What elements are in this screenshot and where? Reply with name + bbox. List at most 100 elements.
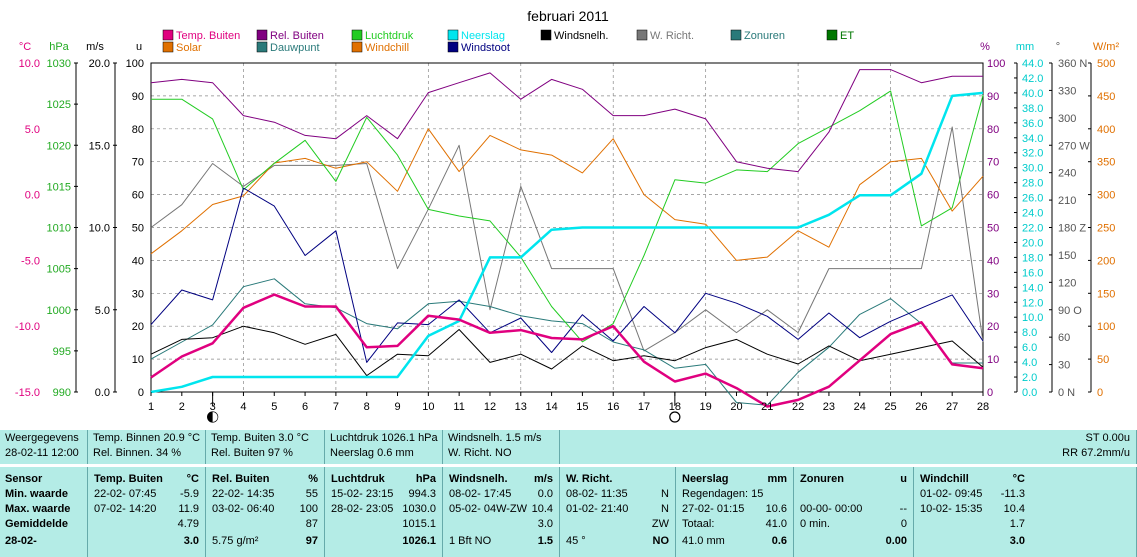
x-tick-label: 20 <box>730 401 742 413</box>
stats-cell-label: 28-02- 23:05 <box>331 503 394 515</box>
x-tick-label: 10 <box>422 401 434 413</box>
x-tick-label: 6 <box>302 401 308 413</box>
x-tick-label: 23 <box>823 401 835 413</box>
chart-title: februari 2011 <box>527 8 609 24</box>
left-tick-label: -5.0 <box>21 255 40 267</box>
left-tick-label: 1015 <box>47 181 71 193</box>
right-axis-unit: W/m² <box>1093 41 1120 53</box>
legend-label: Solar <box>176 42 202 54</box>
legend-swatch <box>636 29 648 41</box>
right-tick-label: 28.0 <box>1022 178 1043 190</box>
right-tick-label: 14.0 <box>1022 282 1043 294</box>
left-axis-unit: °C <box>19 41 31 53</box>
stats-cell-label: 08-02- 11:35 <box>566 488 628 500</box>
current-line-1: Temp. Buiten 3.0 °C <box>211 432 309 444</box>
stats-col-header: Temp. Buiten <box>94 473 163 485</box>
left-tick-label: 70 <box>132 157 144 169</box>
stats-col-header: Zonuren <box>800 473 844 485</box>
chart-axes: °C10.05.00.0-5.0-10.0-15.0hPa10301025102… <box>15 41 1120 399</box>
right-tick-label: 400 <box>1097 124 1115 136</box>
stats-col-w-richt: W. Richt. 08-02- 11:35 N 01-02- 21:40 N ZW 45 … <box>560 467 676 557</box>
x-tick-label: 13 <box>515 401 527 413</box>
stats-cell-label: 05-02- 04W-ZW <box>449 503 528 515</box>
stats-cell-label: 45 ° <box>566 535 586 547</box>
x-tick-label: 4 <box>240 401 246 413</box>
x-tick-label: 12 <box>484 401 496 413</box>
stats-col-unit: u <box>900 473 907 485</box>
right-tick-label: 80 <box>987 124 999 136</box>
stats-label: Min. waarde <box>5 488 68 500</box>
stats-cell-value: 100 <box>299 503 318 515</box>
stats-col-header: Rel. Buiten <box>212 473 270 485</box>
chart-svg: februari 2011 Temp. Buiten Rel. Buiten Luc… <box>14 8 1120 423</box>
x-tick-label: 28 <box>977 401 989 413</box>
series-line-w-richt <box>150 126 984 352</box>
stats-label: Max. waarde <box>5 503 71 515</box>
stats-cell-value: 10.4 <box>1003 503 1025 515</box>
right-tick-label: 50 <box>987 223 999 235</box>
left-tick-label: 100 <box>126 58 144 70</box>
current-line-1: Windsnelh. 1.5 m/s <box>448 432 542 444</box>
right-tick-label: 360 N <box>1058 58 1087 70</box>
right-tick-label: 40 <box>987 255 999 267</box>
left-tick-label: 10 <box>132 354 144 366</box>
current-rain-line-1: ST 0.00u <box>1085 432 1130 444</box>
series-line-solar <box>150 128 984 261</box>
left-tick-label: -15.0 <box>15 387 40 399</box>
stats-cell-value: -- <box>899 503 907 515</box>
right-tick-label: 4.0 <box>1022 357 1037 369</box>
legend-swatch <box>256 29 268 41</box>
x-tick-label: 14 <box>545 401 557 413</box>
series-line-temp-buiten <box>150 293 984 408</box>
left-tick-label: 1000 <box>47 305 71 317</box>
stats-cell-label: 10-02- 15:35 <box>920 503 983 515</box>
stats-cell-value: 0.6 <box>771 535 787 547</box>
legend-label: Windchill <box>365 42 409 54</box>
stats-cell-value: 87 <box>305 518 318 530</box>
legend-label: Luchtdruk <box>365 30 414 42</box>
stats-cell-label: 07-02- 14:20 <box>94 503 157 515</box>
legend-swatch <box>351 41 363 53</box>
stats-cell-label: 1 Bft NO <box>449 535 492 547</box>
stats-cell-value: 0.00 <box>885 535 907 547</box>
right-tick-label: 18.0 <box>1022 252 1043 264</box>
legend-label: Rel. Buiten <box>270 30 324 42</box>
left-tick-label: 990 <box>53 387 71 399</box>
stats-cell-label: Regendagen: 15 <box>682 488 764 500</box>
stats-cell-value: -5.9 <box>180 488 199 500</box>
stats-cell-label: 41.0 mm <box>682 535 725 547</box>
stats-cell-value: 97 <box>305 535 318 547</box>
right-tick-label: 36.0 <box>1022 118 1043 130</box>
right-tick-label: 24.0 <box>1022 208 1043 220</box>
right-tick-label: 150 <box>1058 250 1076 262</box>
right-tick-label: 30 <box>987 288 999 300</box>
stats-col-unit: m/s <box>534 473 553 485</box>
stats-cell-value: 3.0 <box>1009 535 1025 547</box>
x-tick-label: 27 <box>946 401 958 413</box>
stats-labels: Sensor Min. waarde Max. waarde Gemiddelde 28… <box>0 467 88 557</box>
legend-swatch <box>351 29 363 41</box>
stats-cell-value: 3.0 <box>537 518 553 530</box>
current-cell-c6: ST 0.00u RR 67.2mm/u <box>560 430 1137 464</box>
right-tick-label: 210 <box>1058 195 1076 207</box>
stats-cell-label: Totaal: <box>682 518 715 530</box>
current-line-1: Luchtdruk 1026.1 hPa <box>330 432 438 444</box>
current-line-2: Neerslag 0.6 mm <box>330 447 414 459</box>
stats-cell-value: 4.79 <box>177 518 199 530</box>
x-tick-label: 26 <box>915 401 927 413</box>
right-tick-label: 16.0 <box>1022 267 1043 279</box>
right-tick-label: 120 <box>1058 277 1076 289</box>
stats-col-header: Neerslag <box>682 473 729 485</box>
right-tick-label: 300 <box>1058 113 1076 125</box>
left-tick-label: 5.0 <box>25 124 40 136</box>
stats-cell-value: 1030.0 <box>402 503 436 515</box>
stats-cell-label: 03-02- 06:40 <box>212 503 275 515</box>
current-line-1: Weergegevens <box>5 432 79 444</box>
x-tick-label: 21 <box>761 401 773 413</box>
stats-cell-value: 994.3 <box>408 488 436 500</box>
stats-cell-value: 1.5 <box>537 535 553 547</box>
current-cell-c4: Luchtdruk 1026.1 hPa Neerslag 0.6 mm <box>325 430 443 464</box>
stats-cell-label: 01-02- 21:40 <box>566 503 629 515</box>
right-axis-unit: % <box>980 41 990 53</box>
right-tick-label: 26.0 <box>1022 193 1043 205</box>
